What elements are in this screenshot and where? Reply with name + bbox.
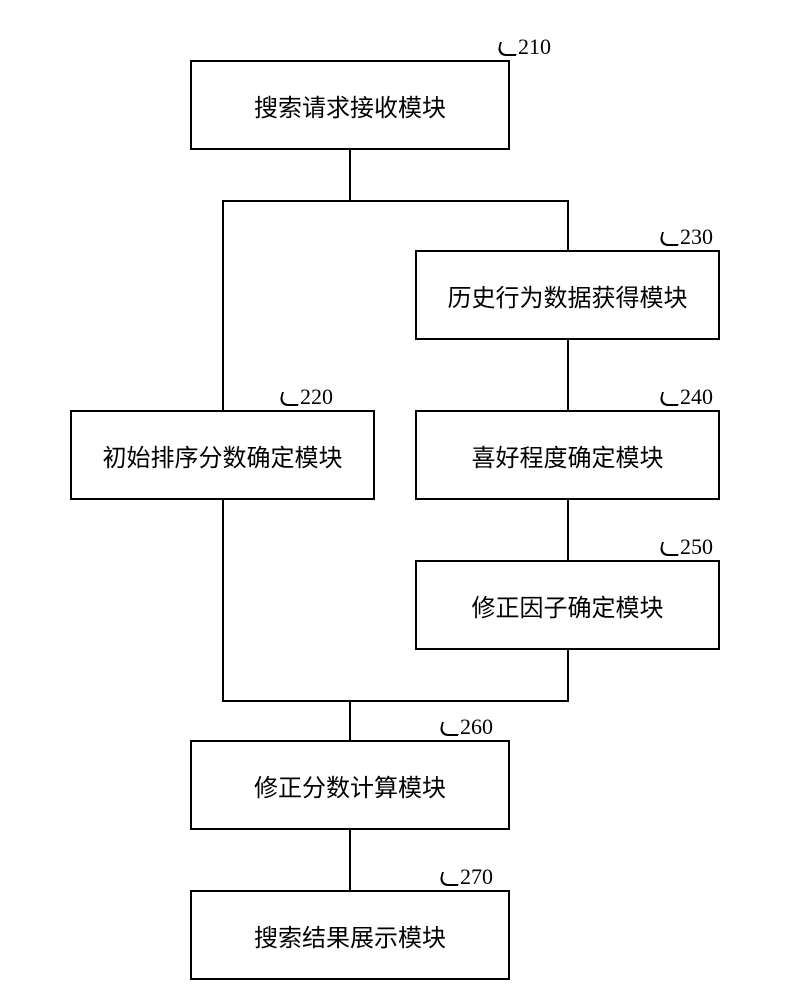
- node-label: 搜索请求接收模块: [254, 88, 446, 123]
- callout-tick: [660, 232, 682, 250]
- node-label: 喜好程度确定模块: [472, 438, 664, 473]
- edge: [222, 500, 224, 700]
- node-label: 修正因子确定模块: [472, 588, 664, 623]
- node-label: 修正分数计算模块: [254, 768, 446, 803]
- edge: [349, 700, 351, 740]
- callout-tick: [660, 542, 682, 560]
- callout-tick: [660, 392, 682, 410]
- ref-label-250: 250: [680, 534, 713, 560]
- node-initial-ranking-score: 初始排序分数确定模块: [70, 410, 375, 500]
- callout-tick: [440, 722, 462, 740]
- edge: [222, 200, 569, 202]
- ref-label-220: 220: [300, 384, 333, 410]
- edge: [349, 830, 351, 890]
- node-label: 历史行为数据获得模块: [448, 278, 688, 313]
- node-label: 初始排序分数确定模块: [103, 438, 343, 473]
- edge: [222, 700, 569, 702]
- callout-tick: [440, 872, 462, 890]
- edge: [349, 150, 351, 200]
- ref-label-240: 240: [680, 384, 713, 410]
- edge: [567, 340, 569, 410]
- node-label: 搜索结果展示模块: [254, 918, 446, 953]
- node-correction-factor: 修正因子确定模块: [415, 560, 720, 650]
- edge: [222, 200, 224, 410]
- edge: [567, 500, 569, 560]
- node-search-request-receive: 搜索请求接收模块: [190, 60, 510, 150]
- node-preference-degree: 喜好程度确定模块: [415, 410, 720, 500]
- ref-label-230: 230: [680, 224, 713, 250]
- callout-tick: [280, 392, 302, 410]
- ref-label-260: 260: [460, 714, 493, 740]
- ref-label-270: 270: [460, 864, 493, 890]
- node-history-behavior-data: 历史行为数据获得模块: [415, 250, 720, 340]
- edge: [567, 200, 569, 250]
- ref-label-210: 210: [518, 34, 551, 60]
- callout-tick: [498, 42, 520, 60]
- flowchart-canvas: 搜索请求接收模块 历史行为数据获得模块 初始排序分数确定模块 喜好程度确定模块 …: [0, 0, 791, 1000]
- edge: [567, 650, 569, 700]
- node-corrected-score-compute: 修正分数计算模块: [190, 740, 510, 830]
- node-search-result-display: 搜索结果展示模块: [190, 890, 510, 980]
